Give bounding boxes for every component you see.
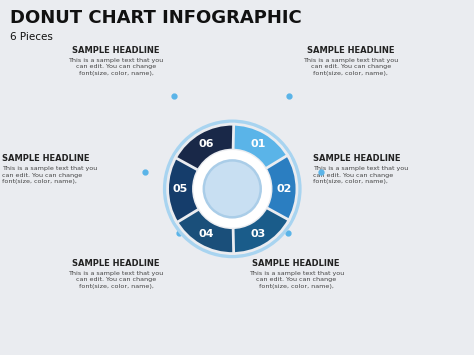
Text: This is a sample text that you
can edit. You can change
font(size, color, name),: This is a sample text that you can edit.…	[69, 271, 164, 289]
Wedge shape	[175, 208, 234, 253]
Text: 04: 04	[199, 229, 214, 239]
Text: This is a sample text that you
can edit. You can change
font(size, color, name),: This is a sample text that you can edit.…	[2, 166, 98, 184]
Wedge shape	[193, 150, 271, 228]
Text: 6 Pieces: 6 Pieces	[10, 32, 53, 42]
Text: This is a sample text that you
can edit. You can change
font(size, color, name),: This is a sample text that you can edit.…	[69, 58, 164, 76]
Circle shape	[204, 160, 261, 217]
Text: SAMPLE HEADLINE: SAMPLE HEADLINE	[73, 46, 160, 55]
Text: 01: 01	[250, 139, 266, 149]
Wedge shape	[231, 124, 289, 170]
Text: This is a sample text that you
can edit. You can change
font(size, color, name),: This is a sample text that you can edit.…	[303, 58, 398, 76]
Text: 05: 05	[173, 184, 188, 194]
Text: SAMPLE HEADLINE: SAMPLE HEADLINE	[73, 259, 160, 268]
Text: This is a sample text that you
can edit. You can change
font(size, color, name),: This is a sample text that you can edit.…	[313, 166, 408, 184]
Text: 03: 03	[250, 229, 266, 239]
Text: 02: 02	[276, 184, 292, 194]
Text: SAMPLE HEADLINE: SAMPLE HEADLINE	[2, 154, 90, 163]
Wedge shape	[168, 155, 199, 223]
Text: SAMPLE HEADLINE: SAMPLE HEADLINE	[253, 259, 340, 268]
Wedge shape	[231, 208, 289, 253]
Text: SAMPLE HEADLINE: SAMPLE HEADLINE	[313, 154, 401, 163]
Text: This is a sample text that you
can edit. You can change
font(size, color, name),: This is a sample text that you can edit.…	[249, 271, 344, 289]
Text: 06: 06	[199, 139, 214, 149]
Text: SAMPLE HEADLINE: SAMPLE HEADLINE	[307, 46, 394, 55]
Wedge shape	[265, 155, 297, 223]
Text: DONUT CHART INFOGRAPHIC: DONUT CHART INFOGRAPHIC	[10, 9, 302, 27]
Wedge shape	[175, 124, 234, 170]
